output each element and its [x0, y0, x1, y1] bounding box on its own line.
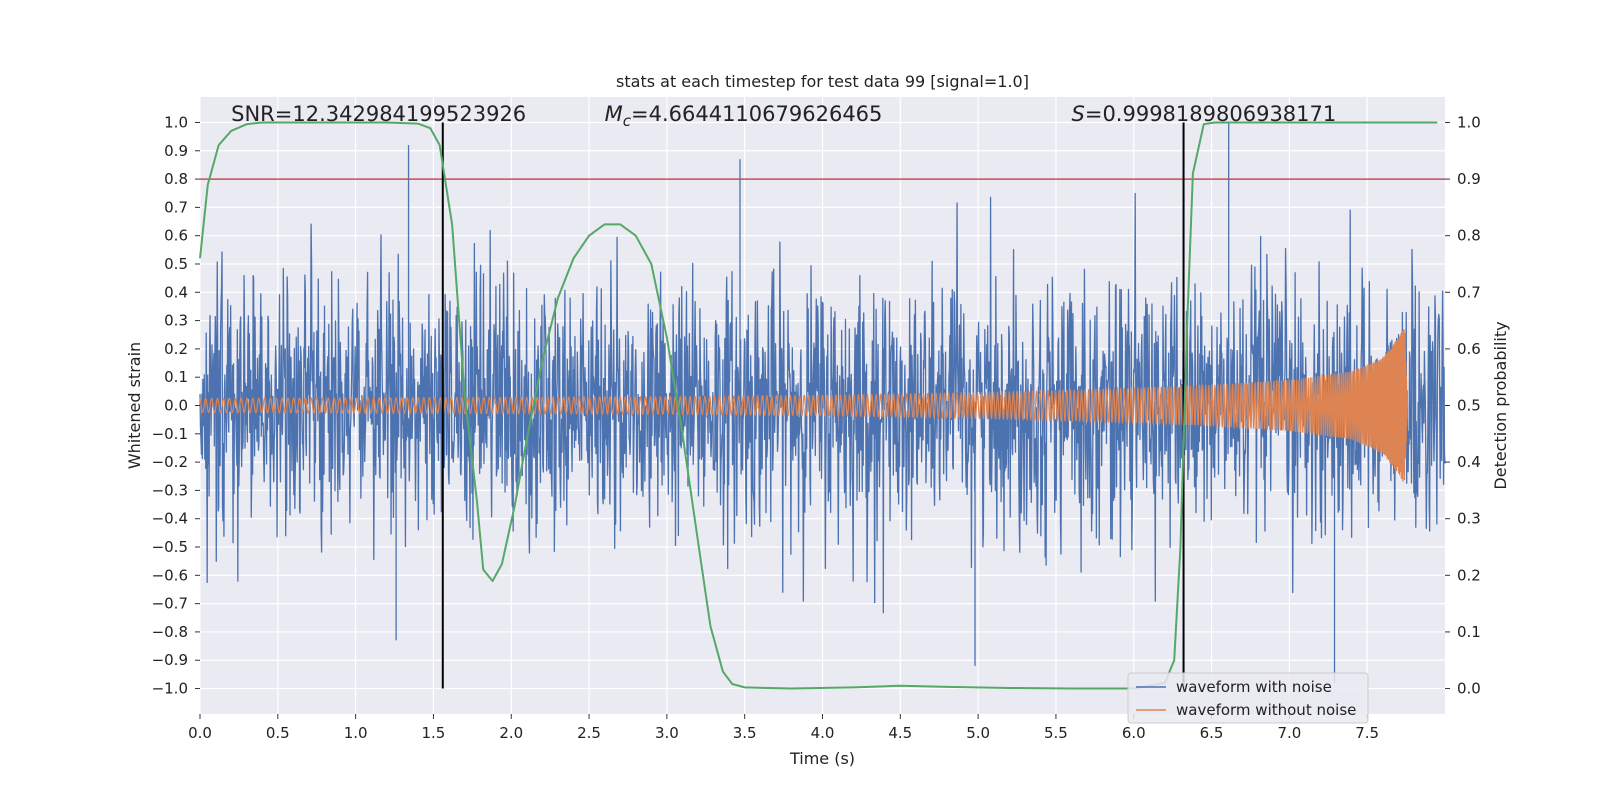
y2-axis-label: Detection probability: [1491, 321, 1510, 489]
y-tick-label: −0.8: [152, 623, 188, 641]
x-tick-label: 3.0: [655, 724, 679, 742]
snr-annotation: SNR=12.342984199523926: [231, 102, 526, 126]
legend-entry-noise: waveform with noise: [1176, 678, 1332, 696]
chirp-mass-symbol: M: [605, 102, 623, 126]
x-tick-label: 2.0: [499, 724, 523, 742]
x-tick-label: 4.0: [811, 724, 835, 742]
y-tick-label: −0.9: [152, 651, 188, 669]
chirp-mass-value: =4.6644110679626465: [631, 102, 882, 126]
y-tick-label: −0.2: [152, 453, 188, 471]
y-tick-label: −1.0: [152, 680, 188, 698]
y-tick-label: −0.4: [152, 510, 188, 528]
y-tick-label: 0.0: [164, 397, 188, 415]
s-annotation: S=0.9998189806938171: [1072, 102, 1337, 126]
x-axis-label: Time (s): [789, 749, 855, 768]
y-tick-label: −0.5: [152, 538, 188, 556]
legend: waveform with noise waveform without noi…: [1127, 672, 1369, 724]
series-layer: [199, 121, 1446, 690]
y-tick-label: −0.1: [152, 425, 188, 443]
y2-tick-label: 0.2: [1457, 566, 1481, 584]
s-value: =0.9998189806938171: [1085, 102, 1336, 126]
y-tick-label: 1.0: [164, 113, 188, 131]
y2-tick-label: 0.4: [1457, 453, 1481, 471]
y-tick-label: 0.6: [164, 227, 188, 245]
x-tick-label: 6.5: [1200, 724, 1224, 742]
x-tick-label: 6.0: [1122, 724, 1146, 742]
y2-tick-label: 0.5: [1457, 397, 1481, 415]
x-tick-label: 7.0: [1277, 724, 1301, 742]
y-tick-label: 0.3: [164, 312, 188, 330]
y-tick-label: 0.8: [164, 170, 188, 188]
x-tick-label: 2.5: [577, 724, 601, 742]
y-tick-label: 0.2: [164, 340, 188, 358]
x-tick-label: 1.0: [344, 724, 368, 742]
y-tick-label: −0.6: [152, 566, 188, 584]
y-tick-label: −0.7: [152, 595, 188, 613]
x-tick-label: 4.5: [888, 724, 912, 742]
y-tick-label: 0.7: [164, 198, 188, 216]
y2-tick-label: 0.7: [1457, 283, 1481, 301]
y2-tick-label: 0.3: [1457, 510, 1481, 528]
y-tick-label: 0.9: [164, 142, 188, 160]
chirp-mass-annotation: Mc=4.6644110679626465: [605, 102, 883, 130]
x-tick-label: 0.0: [188, 724, 212, 742]
y-tick-label: 0.5: [164, 255, 188, 273]
series-noisy-waveform: [199, 122, 1446, 683]
y-tick-label: 0.1: [164, 368, 188, 386]
y2-tick-label: 0.9: [1457, 170, 1481, 188]
y2-tick-label: 0.6: [1457, 340, 1481, 358]
chirp-mass-subscript: c: [623, 112, 632, 130]
x-tick-label: 1.5: [422, 724, 446, 742]
x-tick-label: 5.0: [966, 724, 990, 742]
y-axis-label: Whitened strain: [125, 342, 144, 469]
x-tick-label: 3.5: [733, 724, 757, 742]
y2-tick-label: 0.0: [1457, 680, 1481, 698]
series-clean-waveform: [199, 329, 1409, 482]
chart-title: stats at each timestep for test data 99 …: [616, 72, 1029, 91]
y-tick-label: 0.4: [164, 283, 188, 301]
s-symbol: S: [1072, 102, 1085, 126]
x-tick-label: 0.5: [266, 724, 290, 742]
legend-box: [1127, 672, 1369, 724]
y2-tick-label: 1.0: [1457, 113, 1481, 131]
x-tick-label: 5.5: [1044, 724, 1068, 742]
legend-entry-clean: waveform without noise: [1176, 701, 1356, 719]
y2-tick-label: 0.8: [1457, 227, 1481, 245]
x-tick-label: 7.5: [1355, 724, 1379, 742]
series-detection-probability: [199, 121, 1438, 690]
axes: 0.0 0.5 1.0 1.5 2.0 2.5 3.0 3.5 4.0 4.5 5.0 5.5 6.0 6…: [152, 113, 1481, 742]
y2-tick-label: 0.1: [1457, 623, 1481, 641]
y-tick-label: −0.3: [152, 481, 188, 499]
